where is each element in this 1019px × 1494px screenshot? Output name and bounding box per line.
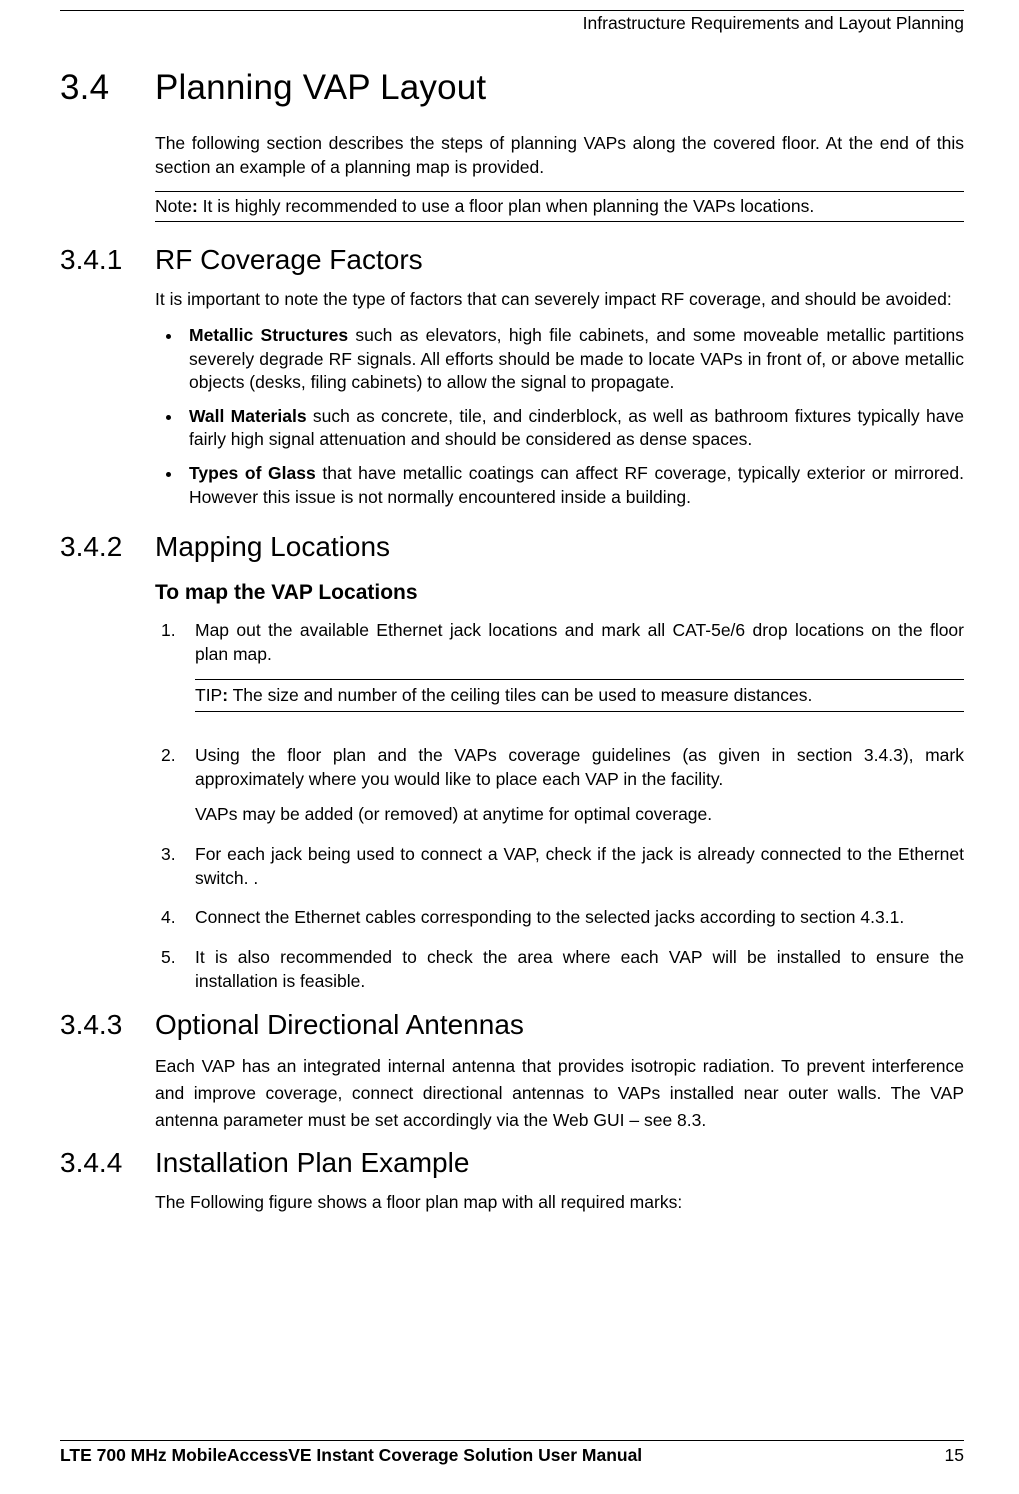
- page: Infrastructure Requirements and Layout P…: [60, 10, 964, 1454]
- subsection-343-heading: 3.4.3Optional Directional Antennas: [60, 1009, 964, 1041]
- note-box: Note: It is highly recommended to use a …: [155, 191, 964, 222]
- bullet-bold: Types of Glass: [189, 463, 316, 483]
- step-item: It is also recommended to check the area…: [161, 946, 964, 993]
- subsection-341-heading: 3.4.1RF Coverage Factors: [60, 244, 964, 276]
- subsection-341-body: It is important to note the type of fact…: [155, 288, 964, 509]
- step-item: Using the floor plan and the VAPs covera…: [161, 744, 964, 827]
- subsection-343-title: Optional Directional Antennas: [155, 1009, 524, 1040]
- step-text: Connect the Ethernet cables correspondin…: [195, 907, 904, 927]
- header-label: Infrastructure Requirements and Layout P…: [60, 13, 964, 34]
- section-heading: 3.4Planning VAP Layout: [60, 68, 964, 108]
- s343-para: Each VAP has an integrated internal ante…: [155, 1053, 964, 1134]
- subsection-341-number: 3.4.1: [60, 244, 155, 276]
- step-text: For each jack being used to connect a VA…: [195, 844, 964, 888]
- subsection-344-body: The Following figure shows a floor plan …: [155, 1191, 964, 1215]
- subsection-342-body: To map the VAP Locations Map out the ava…: [155, 581, 964, 993]
- subsection-344-title: Installation Plan Example: [155, 1147, 469, 1178]
- page-number: 15: [945, 1445, 964, 1466]
- header-rule: [60, 10, 964, 11]
- section-number: 3.4: [60, 68, 155, 108]
- step-item: For each jack being used to connect a VA…: [161, 843, 964, 890]
- subsection-342-heading: 3.4.2Mapping Locations: [60, 531, 964, 563]
- step-item: Connect the Ethernet cables correspondin…: [161, 906, 964, 930]
- bullet-bold: Metallic Structures: [189, 325, 348, 345]
- tip-box: TIP: The size and number of the ceiling …: [195, 679, 964, 713]
- s342-steps: Map out the available Ethernet jack loca…: [161, 619, 964, 993]
- subsection-343-body: Each VAP has an integrated internal ante…: [155, 1053, 964, 1134]
- note-text: It is highly recommended to use a floor …: [198, 196, 814, 216]
- tip-label: TIP:: [195, 685, 228, 705]
- subsection-342-number: 3.4.2: [60, 531, 155, 563]
- subsection-344-number: 3.4.4: [60, 1147, 155, 1179]
- bullet-item: Wall Materials such as concrete, tile, a…: [183, 405, 964, 452]
- bullet-item: Metallic Structures such as elevators, h…: [183, 324, 964, 395]
- s344-para: The Following figure shows a floor plan …: [155, 1191, 964, 1215]
- footer: LTE 700 MHz MobileAccessVE Instant Cover…: [60, 1440, 964, 1466]
- tip-text: The size and number of the ceiling tiles…: [228, 685, 812, 705]
- step-text: Map out the available Ethernet jack loca…: [195, 620, 964, 664]
- step-text: It is also recommended to check the area…: [195, 947, 964, 991]
- s341-bullets: Metallic Structures such as elevators, h…: [179, 324, 964, 509]
- bullet-item: Types of Glass that have metallic coatin…: [183, 462, 964, 509]
- section-intro-block: The following section describes the step…: [155, 132, 964, 222]
- bullet-bold: Wall Materials: [189, 406, 307, 426]
- section-intro: The following section describes the step…: [155, 132, 964, 179]
- footer-rule: [60, 1440, 964, 1441]
- step-text: Using the floor plan and the VAPs covera…: [195, 745, 964, 789]
- subsection-343-number: 3.4.3: [60, 1009, 155, 1041]
- subsection-341-title: RF Coverage Factors: [155, 244, 423, 275]
- subsection-342-title: Mapping Locations: [155, 531, 390, 562]
- section-title: Planning VAP Layout: [155, 68, 486, 107]
- step-subpara: VAPs may be added (or removed) at anytim…: [195, 803, 964, 827]
- s342-subheading: To map the VAP Locations: [155, 581, 964, 605]
- subsection-344-heading: 3.4.4Installation Plan Example: [60, 1147, 964, 1179]
- step-item: Map out the available Ethernet jack loca…: [161, 619, 964, 728]
- note-label: Note:: [155, 196, 198, 216]
- footer-title: LTE 700 MHz MobileAccessVE Instant Cover…: [60, 1445, 642, 1466]
- s341-intro: It is important to note the type of fact…: [155, 288, 964, 312]
